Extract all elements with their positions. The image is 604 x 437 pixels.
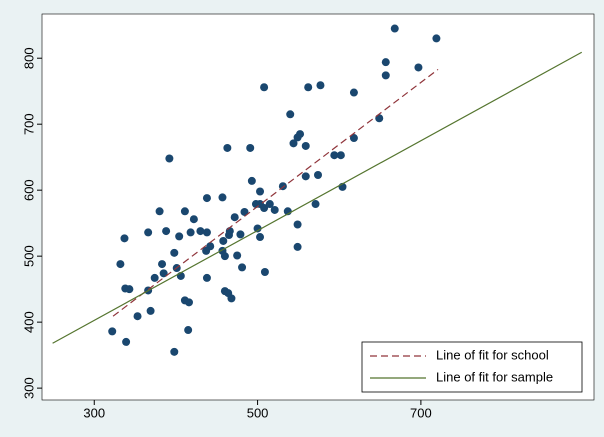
point — [189, 215, 198, 224]
point — [265, 200, 274, 209]
point — [349, 134, 358, 143]
point — [301, 172, 310, 181]
point — [186, 228, 195, 237]
point — [184, 298, 193, 307]
point — [224, 231, 233, 240]
point — [236, 230, 245, 239]
point — [270, 205, 279, 214]
legend-label: Line of fit for sample — [436, 369, 553, 384]
legend-box — [361, 341, 583, 393]
point — [180, 207, 189, 216]
x-tick-label: 500 — [247, 405, 269, 420]
y-tick-label: 500 — [21, 245, 36, 267]
point — [218, 193, 227, 202]
point — [238, 263, 247, 272]
point — [196, 227, 205, 236]
point — [336, 151, 345, 160]
point — [289, 139, 298, 148]
y-tick-label: 700 — [21, 113, 36, 135]
point — [155, 207, 164, 216]
point — [150, 273, 159, 282]
point — [293, 242, 302, 251]
point — [293, 220, 302, 229]
point — [233, 251, 242, 260]
point — [260, 267, 269, 276]
point — [381, 71, 390, 80]
point — [120, 234, 129, 243]
point — [223, 143, 232, 152]
point — [202, 194, 211, 203]
point — [304, 83, 313, 92]
y-tick-label: 300 — [21, 377, 36, 399]
point — [202, 273, 211, 282]
point — [122, 337, 131, 346]
fit-line — [112, 68, 439, 317]
legend-label: Line of fit for school — [436, 347, 549, 362]
point — [144, 228, 153, 237]
point — [316, 81, 325, 90]
point — [330, 151, 339, 160]
point — [227, 294, 236, 303]
point — [301, 141, 310, 150]
point — [256, 187, 265, 196]
point — [170, 248, 179, 257]
point — [108, 327, 117, 336]
point — [202, 228, 211, 237]
point — [256, 233, 265, 242]
y-tick-label: 600 — [21, 179, 36, 201]
fit-line — [52, 51, 583, 344]
point — [159, 269, 168, 278]
point — [133, 312, 142, 321]
point — [162, 227, 171, 236]
point — [349, 88, 358, 97]
x-tick-label: 300 — [83, 405, 105, 420]
point — [260, 203, 269, 212]
point — [220, 252, 229, 261]
point — [432, 34, 441, 43]
point — [158, 260, 167, 269]
point — [175, 232, 184, 241]
y-tick-label: 800 — [21, 47, 36, 69]
point — [253, 224, 262, 233]
point — [247, 176, 256, 185]
point — [125, 285, 134, 294]
point — [230, 213, 239, 222]
point — [381, 58, 390, 67]
point — [296, 130, 305, 139]
point — [202, 246, 211, 255]
point — [146, 306, 155, 315]
point — [260, 83, 269, 92]
point — [286, 110, 295, 119]
point — [414, 63, 423, 72]
y-tick-label: 400 — [21, 311, 36, 333]
point — [240, 207, 249, 216]
point — [165, 154, 174, 163]
point — [311, 200, 320, 209]
point — [390, 24, 399, 33]
point — [219, 236, 228, 245]
point — [314, 170, 322, 179]
point — [116, 260, 125, 269]
point — [170, 347, 179, 356]
point — [184, 326, 193, 335]
x-tick-label: 700 — [410, 405, 432, 420]
point — [246, 143, 255, 152]
